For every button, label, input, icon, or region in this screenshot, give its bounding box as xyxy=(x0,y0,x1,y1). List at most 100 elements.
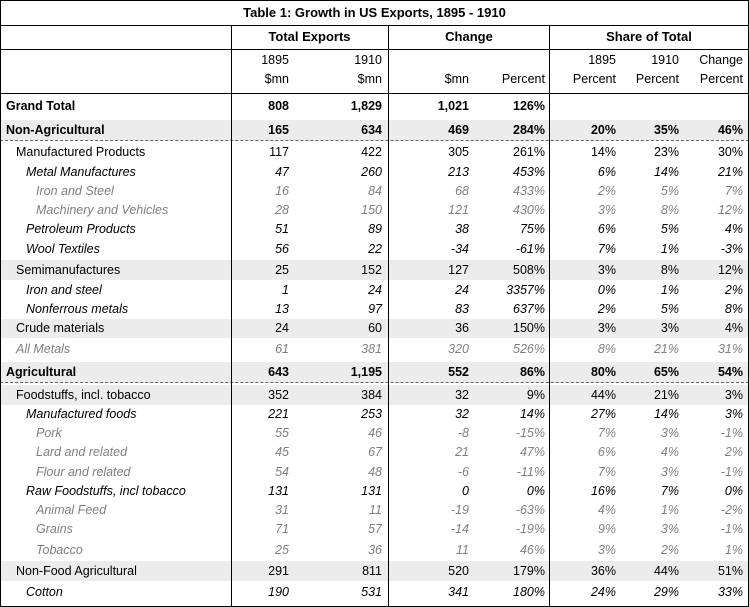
header-share-change-unit: Percent xyxy=(699,72,743,86)
row-value: 352 xyxy=(268,388,289,402)
row-value: 2% xyxy=(597,302,616,316)
row-value: 31 xyxy=(275,503,289,517)
row-label: Lard and related xyxy=(36,445,128,459)
row-value: 33% xyxy=(717,585,743,599)
header-change-mn: $mn xyxy=(389,51,469,91)
row-value: 8% xyxy=(724,302,743,316)
row-value: 1% xyxy=(660,283,679,297)
header-share-1910-unit: Percent xyxy=(635,72,679,86)
row-value: 131 xyxy=(268,484,289,498)
row-value: 422 xyxy=(361,145,382,159)
row-value: 83 xyxy=(455,302,469,316)
row-label: Raw Foodstuffs, incl tobacco xyxy=(26,484,186,498)
header-share-1895-year: 1895 xyxy=(588,53,616,67)
row-value: 179% xyxy=(513,564,545,578)
row-label: Metal Manufactures xyxy=(26,165,136,179)
row-value: 341 xyxy=(448,585,469,599)
row-value: 25 xyxy=(275,263,289,277)
row-value: 3% xyxy=(597,543,616,557)
row-value: 430% xyxy=(513,203,545,217)
row-value: 1% xyxy=(660,242,679,256)
row-label: Animal Feed xyxy=(36,503,107,517)
row-value: 7% xyxy=(724,184,743,198)
table-row: Nonferrous metals 13 97 83 637% 2% 5% 8% xyxy=(0,300,749,319)
row-value: 6% xyxy=(597,165,616,179)
row-value: 221 xyxy=(268,407,289,421)
row-value: 54 xyxy=(275,465,289,479)
row-value: 433% xyxy=(513,184,545,198)
row-label: Petroleum Products xyxy=(26,222,136,236)
row-value: 30% xyxy=(717,145,743,159)
row-label: Grand Total xyxy=(6,99,76,113)
row-value: 3% xyxy=(597,263,616,277)
row-value: 2% xyxy=(724,445,743,459)
row-value: 4% xyxy=(724,321,743,335)
row-label: Agricultural xyxy=(6,365,77,379)
row-value: 152 xyxy=(361,263,382,277)
row-value: 4% xyxy=(724,222,743,236)
row-value: 0 xyxy=(462,484,469,498)
table-row: Lard and related 45 67 21 47% 6% 4% 2% xyxy=(0,443,749,462)
row-value: 4% xyxy=(660,445,679,459)
header-1910-unit: $mn xyxy=(357,72,382,86)
row-value: 24 xyxy=(275,321,289,335)
row-value: 84 xyxy=(368,184,382,198)
row-value: 131 xyxy=(361,484,382,498)
row-label: Non-Agricultural xyxy=(6,123,105,137)
row-value: 31% xyxy=(717,342,743,356)
row-value: 0% xyxy=(526,484,545,498)
table-row: Grains 71 57 -14 -19% 9% 3% -1% xyxy=(0,520,749,539)
row-value: 9% xyxy=(597,522,616,536)
row-value: 28 xyxy=(275,203,289,217)
row-value: 381 xyxy=(361,342,382,356)
group-total-exports: Total Exports xyxy=(268,29,351,44)
row-value: 3% xyxy=(597,321,616,335)
row-value: 531 xyxy=(361,585,382,599)
row-value: 7% xyxy=(660,484,679,498)
row-value: -61% xyxy=(515,242,545,256)
row-value: 7% xyxy=(597,465,616,479)
row-value: 8% xyxy=(660,203,679,217)
row-value: 54% xyxy=(717,365,743,379)
row-value: 51% xyxy=(717,564,743,578)
row-value: -8 xyxy=(457,426,469,440)
header-share-1895: 1895 Percent xyxy=(550,51,616,91)
header-share-1910: 1910 Percent xyxy=(617,51,679,91)
row-value: 253 xyxy=(361,407,382,421)
header-1895-year: 1895 xyxy=(261,53,289,67)
row-value: -14 xyxy=(450,522,469,536)
table-row: Iron and steel 1 24 24 3357% 0% 1% 2% xyxy=(0,281,749,300)
row-value: 71 xyxy=(275,522,289,536)
row-value: 27% xyxy=(590,407,616,421)
row-value: 3% xyxy=(724,407,743,421)
row-value: 32 xyxy=(455,388,469,402)
group-share-of-total: Share of Total xyxy=(606,29,692,44)
grid-line xyxy=(0,26,1,607)
row-value: 55 xyxy=(275,426,289,440)
row-value: 7% xyxy=(597,426,616,440)
row-value: 150 xyxy=(361,203,382,217)
row-value: 6% xyxy=(597,445,616,459)
row-value: 3% xyxy=(660,465,679,479)
row-value: 46% xyxy=(717,123,743,137)
header-change-mn-unit: $mn xyxy=(444,72,469,86)
row-value: 24% xyxy=(590,585,616,599)
row-value: 305 xyxy=(448,145,469,159)
row-label: All Metals xyxy=(16,342,71,356)
row-value: 25 xyxy=(275,543,289,557)
row-value: 526% xyxy=(513,342,545,356)
table-row: Tobacco 25 36 11 46% 3% 2% 1% xyxy=(0,540,749,560)
row-value: -1% xyxy=(720,522,743,536)
row-label: Crude materials xyxy=(16,321,105,335)
row-value: 38 xyxy=(455,222,469,236)
row-label: Manufactured foods xyxy=(26,407,137,421)
row-value: 453% xyxy=(513,165,545,179)
row-value: 1% xyxy=(724,543,743,557)
row-value: 47 xyxy=(275,165,289,179)
row-value: -63% xyxy=(515,503,545,517)
row-value: 14% xyxy=(653,407,679,421)
row-value: 2% xyxy=(724,283,743,297)
row-value: 97 xyxy=(368,302,382,316)
row-label: Iron and steel xyxy=(26,283,102,297)
